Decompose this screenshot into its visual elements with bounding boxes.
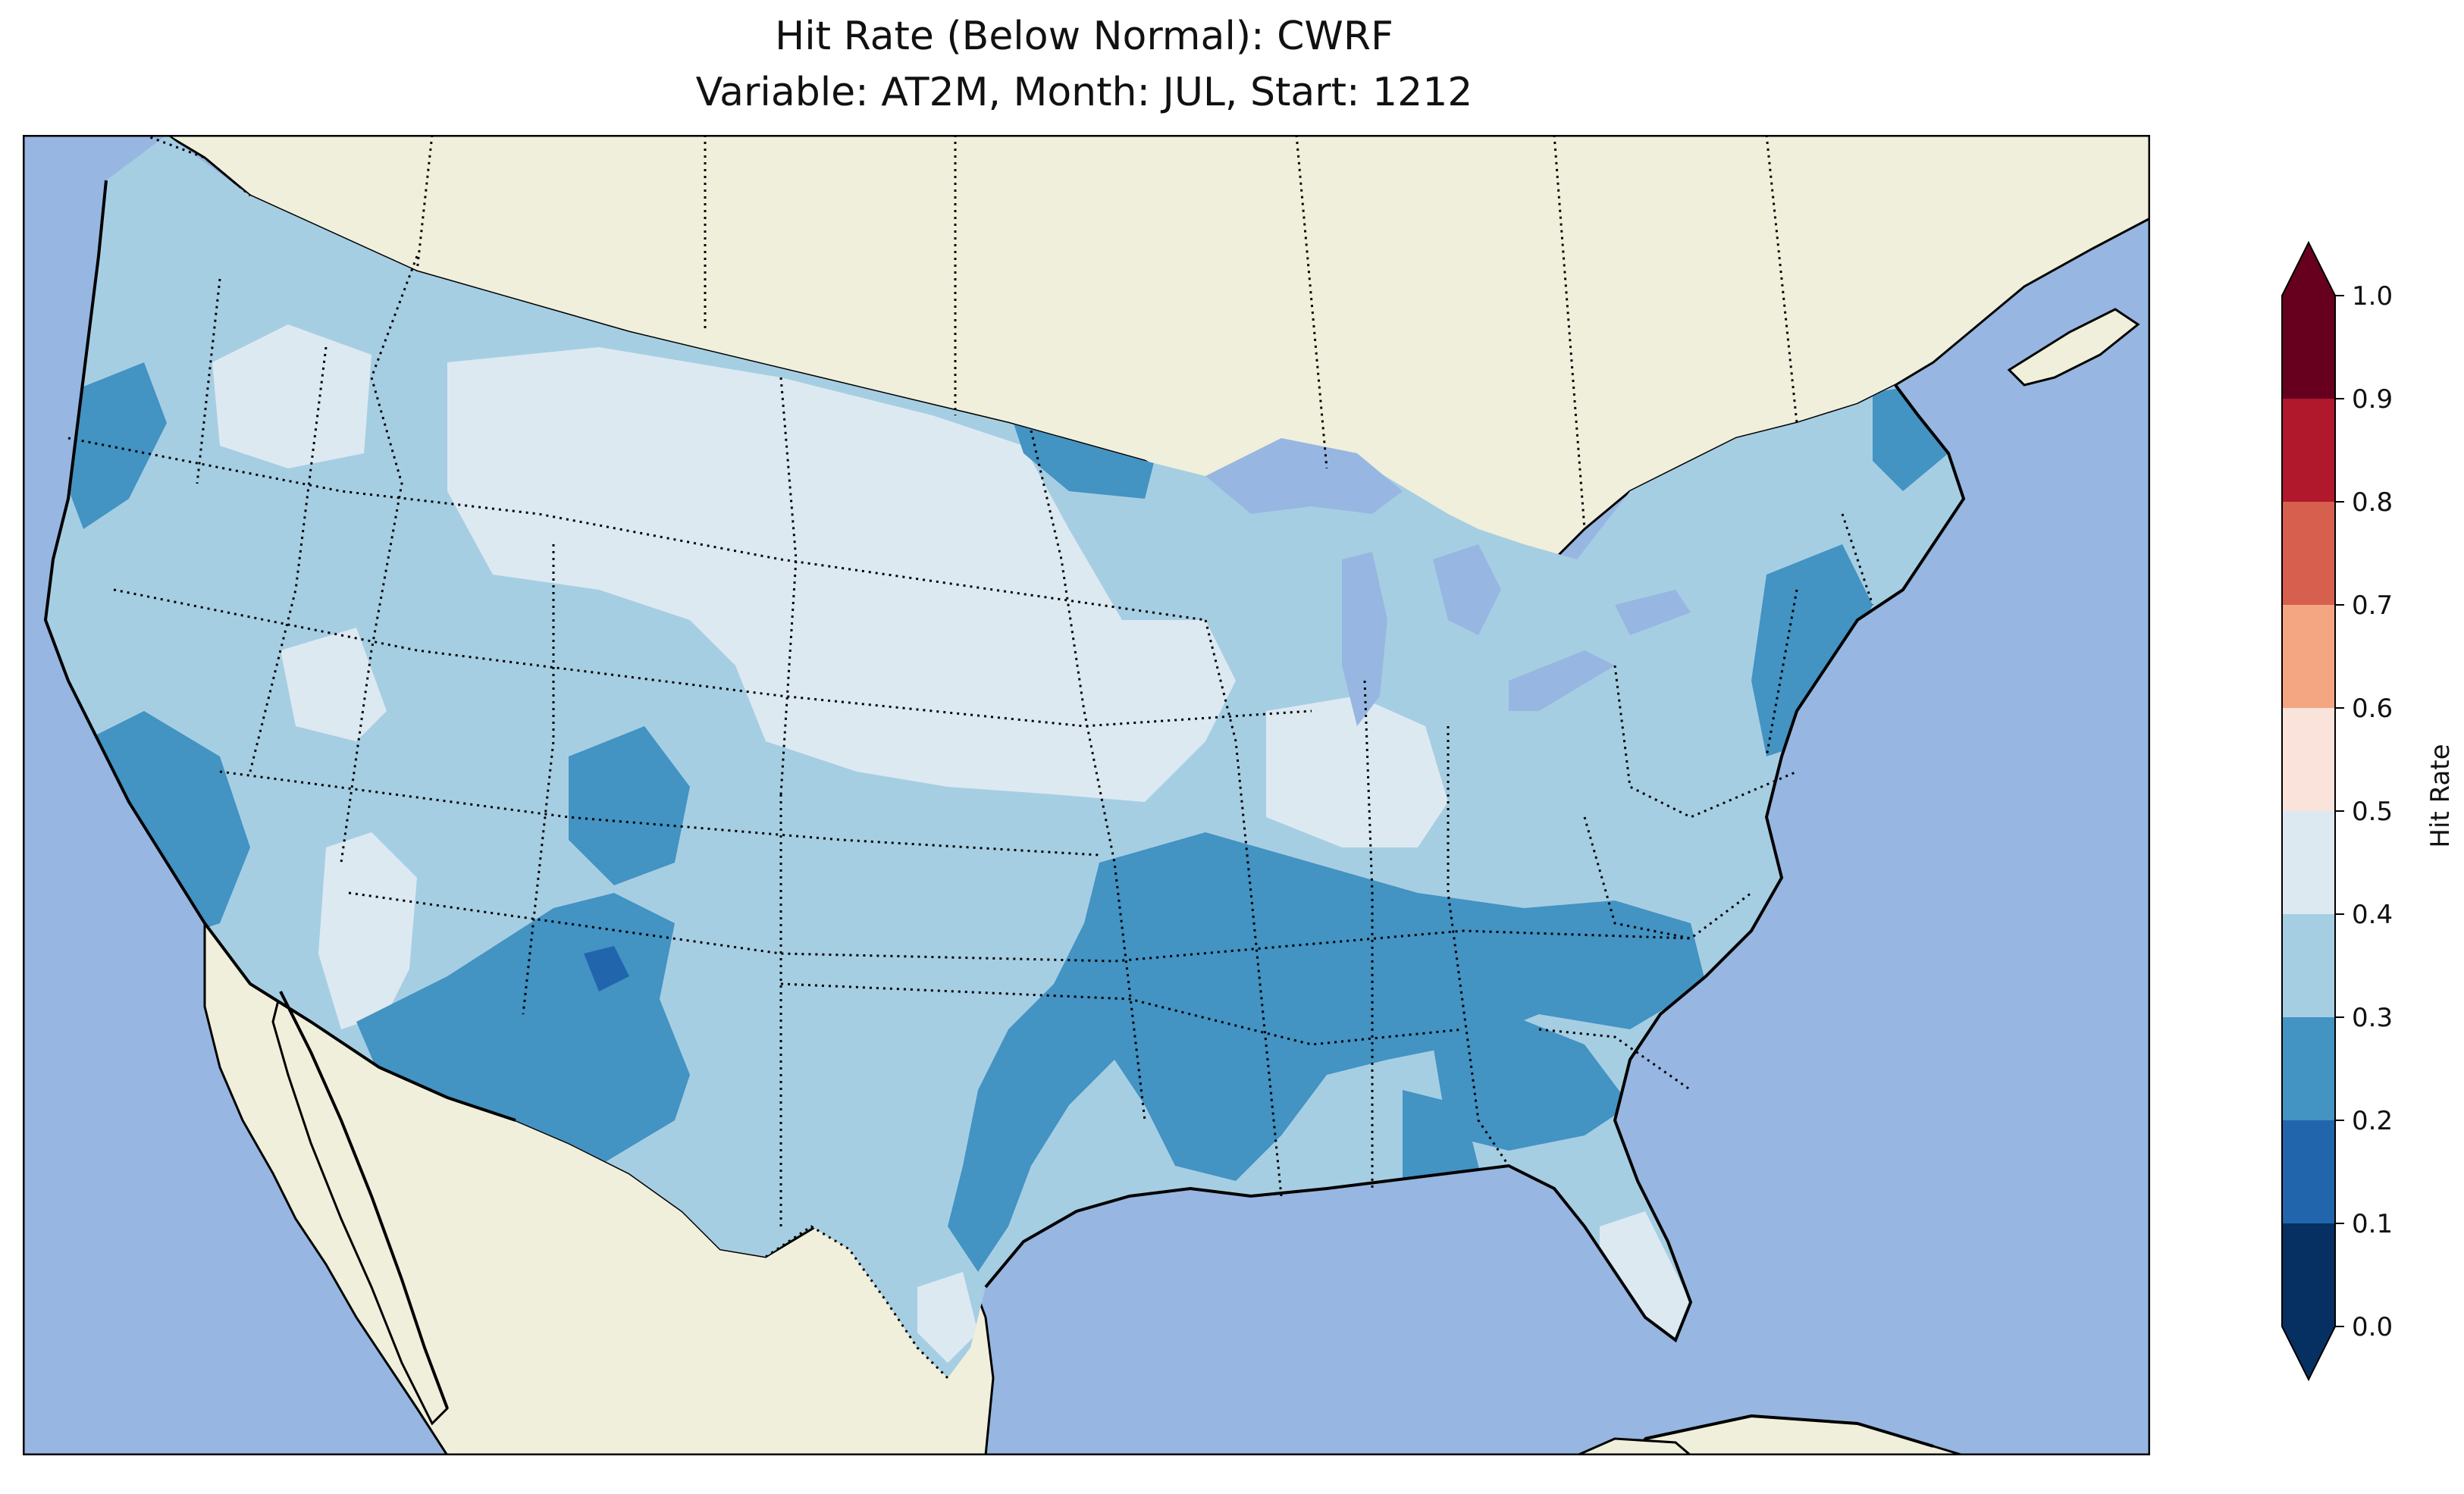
map-title-line1: Hit Rate (Below Normal): CWRF: [775, 14, 1393, 59]
utah-light-region: [281, 628, 387, 741]
colorbar-bin: [2282, 502, 2335, 605]
south-central-medium-region: [948, 832, 1706, 1272]
pacific-nw-medium-region: [61, 362, 167, 529]
colorbar-tick-label: 0.1: [2352, 1209, 2393, 1239]
colorbar-over-arrow: [2282, 243, 2335, 296]
colorbar-tick-label: 0.0: [2352, 1312, 2393, 1342]
colorbar-bin: [2282, 914, 2335, 1017]
florida-light-region: [1600, 1211, 1691, 1348]
colorbar-bin: [2282, 399, 2335, 502]
nevada-medium-region: [83, 711, 250, 938]
colorbar-tick-label: 0.2: [2352, 1106, 2393, 1136]
southeast-medium-region: [1433, 1014, 1630, 1151]
colorbar-bin: [2282, 811, 2335, 914]
colorbar: 0.0 0.1 0.2 0.3 0.4 0.5 0.6 0.7 0.8 0.9 1.0 Hit Ra…: [2281, 240, 2456, 1382]
colorbar-bin: [2282, 296, 2335, 399]
great-lakes-water: [1205, 438, 1691, 726]
northwest-light-region: [212, 324, 371, 468]
northern-plains-light-region: [447, 347, 1236, 802]
colorbar-label: Hit Rate: [2425, 744, 2456, 847]
colorbar-bin: [2282, 1120, 2335, 1223]
map-frame: [23, 135, 2150, 1455]
colorbar-bin: [2282, 708, 2335, 811]
map-title-line2: Variable: AT2M, Month: JUL, Start: 1212: [695, 70, 1473, 115]
texas-light-region: [917, 1272, 978, 1363]
colorbar-tick-label: 0.7: [2352, 590, 2393, 621]
colorbar-bin: [2282, 605, 2335, 708]
great-basin-light-region: [318, 832, 417, 1029]
northeast-medium-region: [1751, 544, 1873, 756]
colorbar-tick-label: 0.3: [2352, 1003, 2393, 1033]
colorbar-bin: [2282, 1017, 2335, 1120]
colorbar-under-arrow: [2282, 1326, 2335, 1380]
colorbar-tick-label: 0.6: [2352, 694, 2393, 724]
coastline: [43, 180, 1966, 1448]
colorbar-tick-label: 0.9: [2352, 384, 2393, 415]
yucatan-land: [1576, 1437, 1693, 1455]
state-borders: [67, 135, 1874, 1380]
new-mexico-dark-region: [584, 946, 629, 991]
colorbar-tick-label: 1.0: [2352, 281, 2393, 312]
nova-scotia-land: [2007, 308, 2140, 387]
colorbar-tick-label: 0.8: [2352, 487, 2393, 518]
colorado-medium-region: [569, 726, 690, 885]
midwest-light-region: [1266, 696, 1448, 847]
colorbar-bin: [2282, 1223, 2335, 1326]
map-panel: [23, 135, 2150, 1455]
colorbar-tick-label: 0.5: [2352, 797, 2393, 827]
colorbar-tick-label: 0.4: [2352, 900, 2393, 930]
